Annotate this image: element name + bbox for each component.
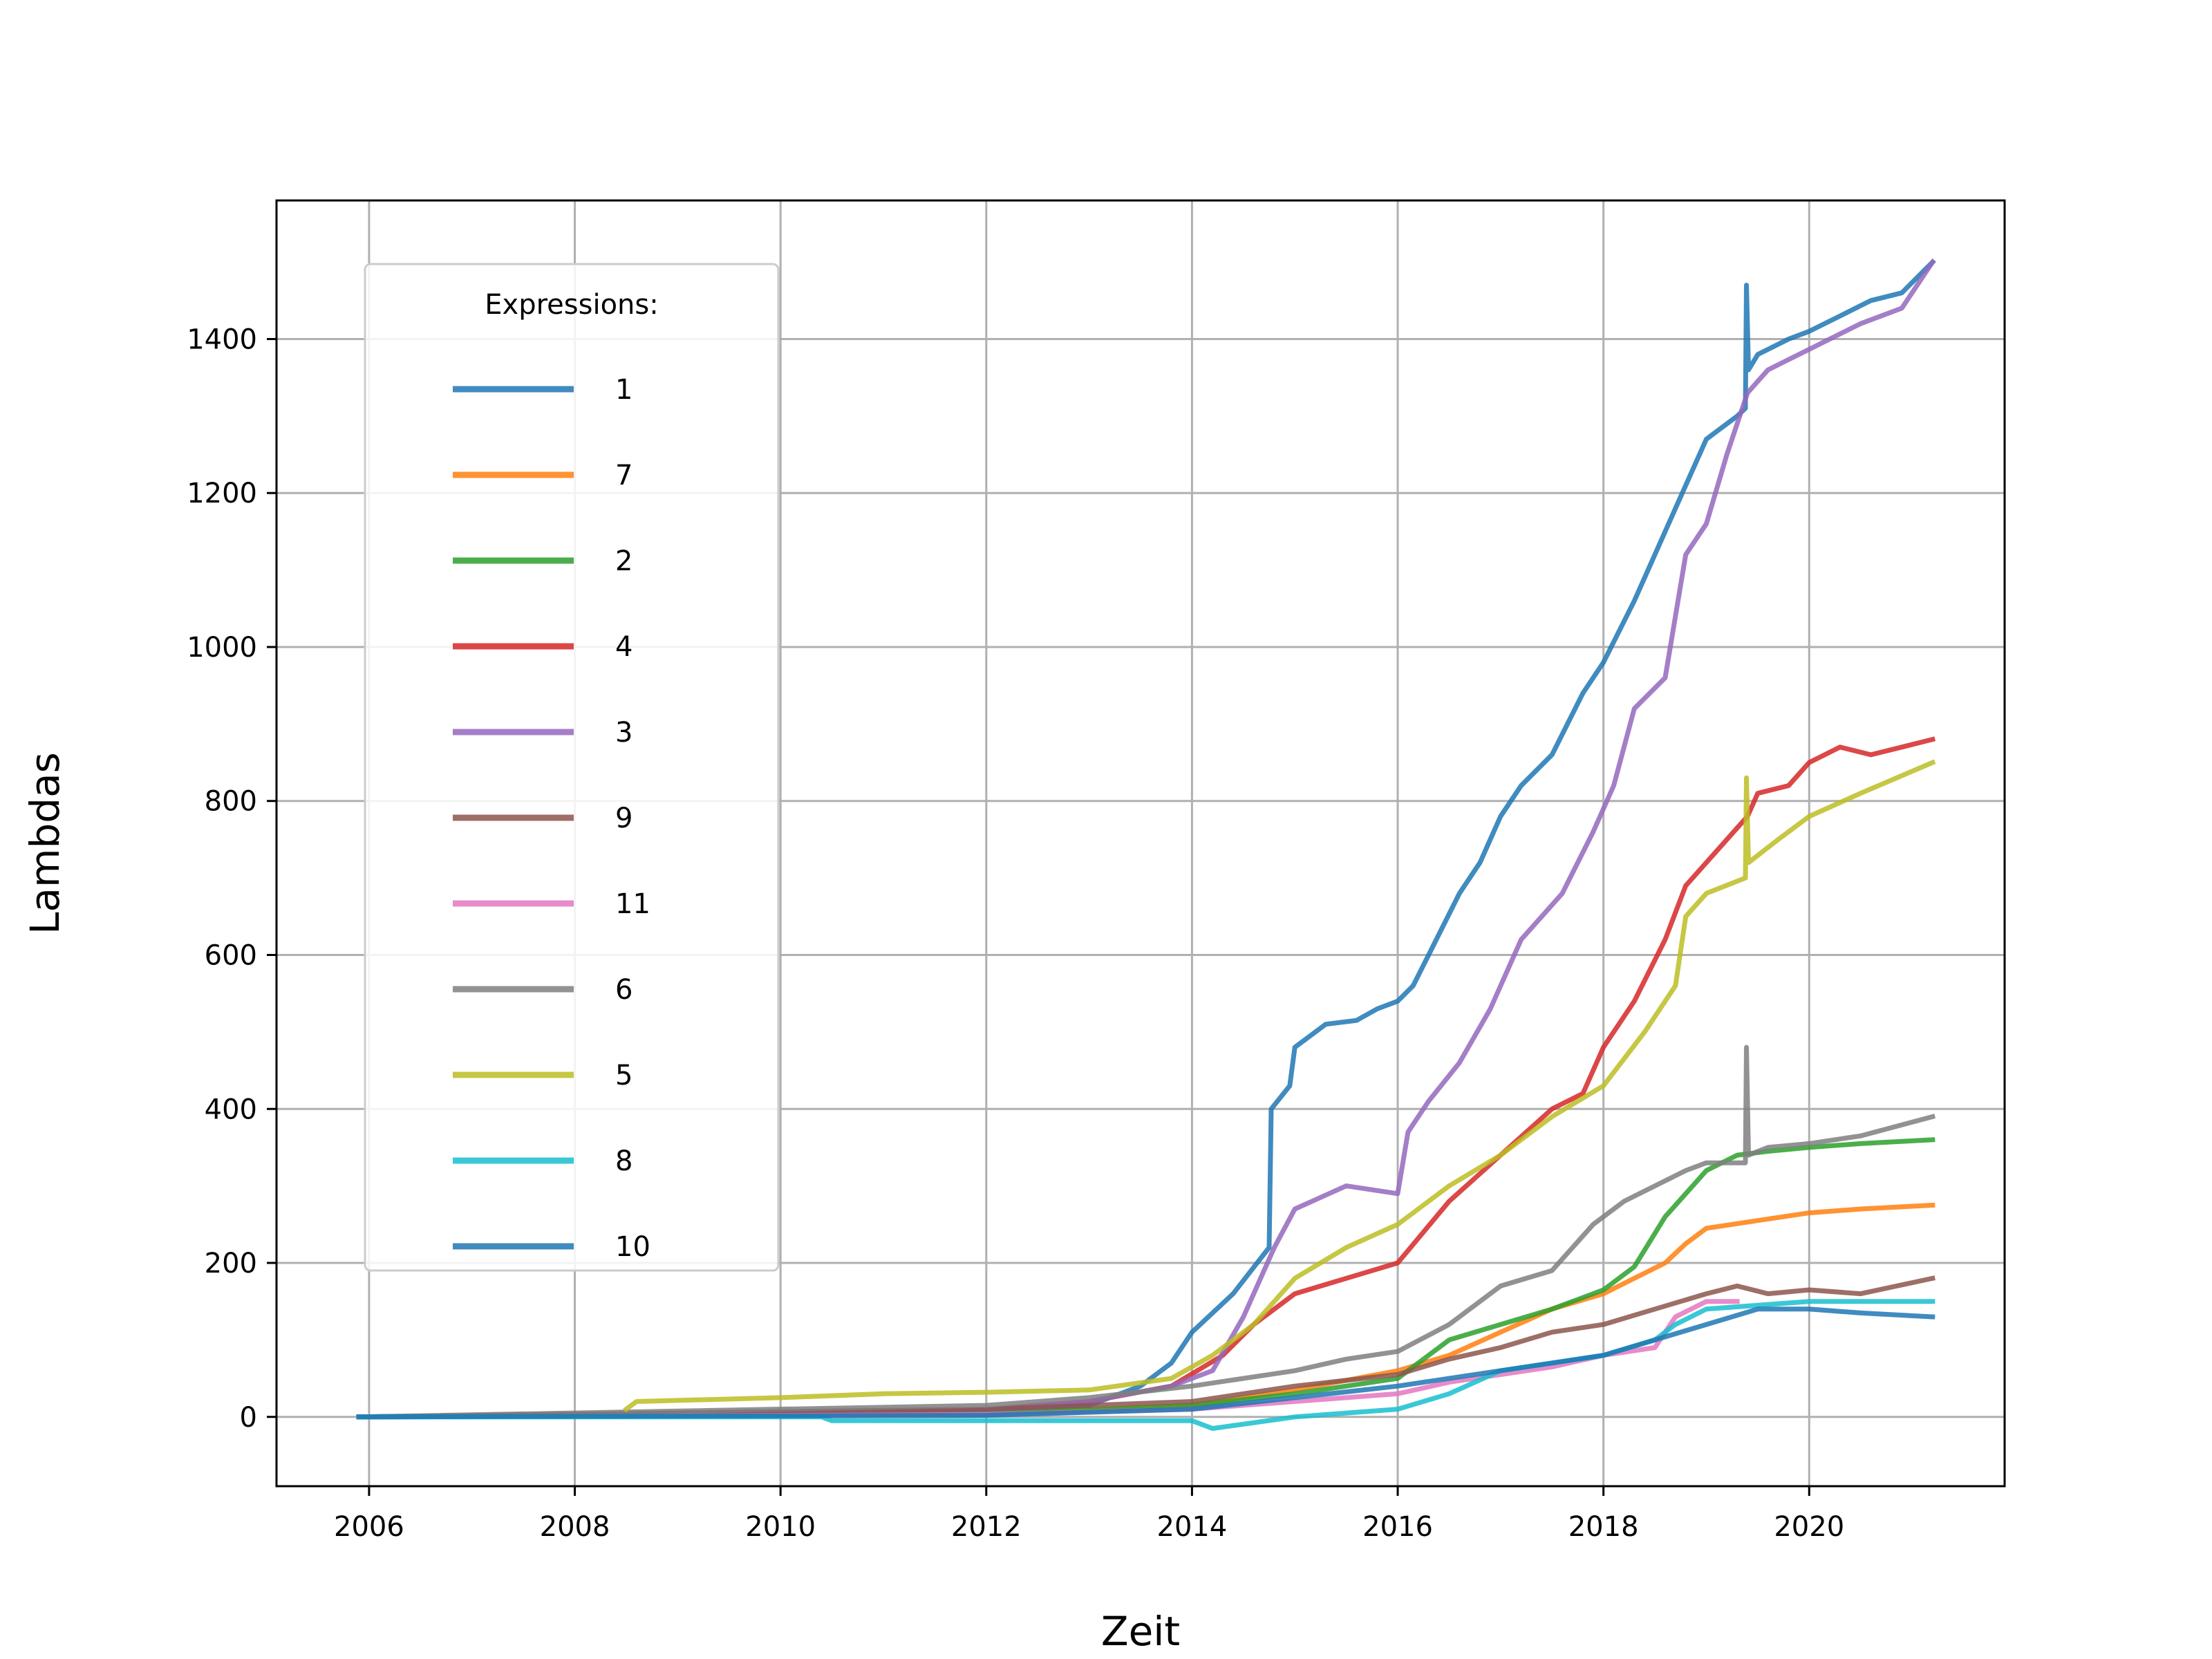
y-tick-label: 1400 bbox=[187, 324, 257, 355]
series-line-3 bbox=[356, 259, 1936, 1420]
x-axis-label: Zeit bbox=[1101, 1608, 1180, 1655]
series-line-7 bbox=[356, 1202, 1936, 1420]
x-tick-label: 2012 bbox=[951, 1511, 1022, 1543]
legend-label-9: 9 bbox=[615, 803, 632, 834]
y-tick-label: 600 bbox=[205, 939, 257, 971]
legend-label-2: 2 bbox=[615, 545, 632, 577]
y-tick-label: 800 bbox=[205, 786, 257, 818]
x-tick-label: 2020 bbox=[1774, 1511, 1844, 1543]
legend-label-4: 4 bbox=[615, 631, 632, 663]
series-line-8 bbox=[356, 1299, 1936, 1431]
y-tick-label: 400 bbox=[205, 1094, 257, 1125]
legend-label-5: 5 bbox=[615, 1060, 632, 1091]
y-axis-label: Lambdas bbox=[21, 752, 68, 935]
x-axis-ticks: 2006 2008 2010 2012 2014 2016 2018 2020 bbox=[334, 1486, 1844, 1543]
x-tick-label: 2006 bbox=[334, 1511, 404, 1543]
legend-label-1: 1 bbox=[615, 374, 632, 406]
series-line-2 bbox=[356, 1137, 1936, 1420]
legend-label-11: 11 bbox=[615, 888, 650, 920]
series-line-10 bbox=[356, 1306, 1936, 1420]
legend-label-6: 6 bbox=[615, 974, 632, 1006]
x-tick-label: 2014 bbox=[1157, 1511, 1228, 1543]
series-line-1 bbox=[356, 259, 1936, 1420]
y-tick-label: 0 bbox=[240, 1402, 257, 1434]
series-line-4 bbox=[356, 736, 1936, 1420]
plot-area bbox=[356, 259, 1936, 1431]
series-line-5 bbox=[623, 759, 1936, 1413]
x-tick-label: 2016 bbox=[1362, 1511, 1433, 1543]
legend-title: Expressions: bbox=[485, 289, 658, 321]
legend: Expressions: 1 7 2 4 3 9 11 6 5 8 10 bbox=[364, 263, 780, 1272]
x-tick-label: 2008 bbox=[540, 1511, 610, 1543]
legend-label-10: 10 bbox=[615, 1231, 650, 1263]
x-tick-label: 2010 bbox=[745, 1511, 816, 1543]
y-axis-ticks: 0 200 400 600 800 1000 1200 1400 bbox=[187, 324, 276, 1434]
legend-box bbox=[364, 263, 780, 1272]
legend-label-8: 8 bbox=[615, 1145, 632, 1177]
y-tick-label: 1200 bbox=[187, 478, 257, 509]
axes-frame bbox=[275, 199, 2006, 1488]
legend-items: 1 7 2 4 3 9 11 6 5 8 10 bbox=[453, 374, 650, 1263]
x-tick-label: 2018 bbox=[1568, 1511, 1639, 1543]
legend-label-3: 3 bbox=[615, 717, 632, 749]
series-line-9 bbox=[356, 1275, 1936, 1420]
y-tick-label: 200 bbox=[205, 1248, 257, 1280]
legend-label-7: 7 bbox=[615, 460, 632, 491]
series-line-6 bbox=[356, 1044, 1936, 1420]
y-tick-label: 1000 bbox=[187, 632, 257, 664]
